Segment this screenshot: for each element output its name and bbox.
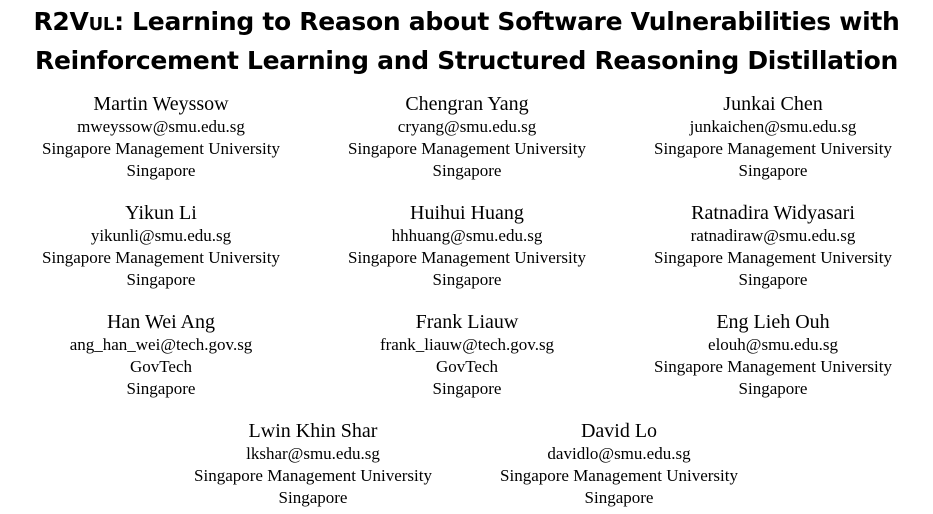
author-block: Martin Weyssow mweyssow@smu.edu.sg Singa… (6, 92, 316, 182)
paper-title-line-1: R2VUL: Learning to Reason about Software… (0, 4, 933, 43)
title-brand-first: R2V (33, 7, 89, 36)
author-email[interactable]: junkaichen@smu.edu.sg (689, 117, 857, 136)
author-email[interactable]: hhhuang@smu.edu.sg (391, 226, 543, 245)
author-affiliation: Singapore Management University (500, 466, 738, 485)
author-name: Eng Lieh Ouh (716, 311, 830, 333)
author-country: Singapore (278, 488, 348, 507)
author-block: Huihui Huang hhhuang@smu.edu.sg Singapor… (312, 201, 622, 291)
author-email[interactable]: frank_liauw@tech.gov.sg (379, 335, 555, 354)
author-country: Singapore (738, 161, 808, 180)
author-email[interactable]: yikunli@smu.edu.sg (90, 226, 232, 245)
author-email[interactable]: lkshar@smu.edu.sg (246, 444, 380, 463)
author-name: Lwin Khin Shar (248, 420, 378, 442)
author-name: Chengran Yang (405, 93, 529, 115)
author-affiliation: GovTech (435, 357, 499, 376)
author-block: Yikun Li yikunli@smu.edu.sg Singapore Ma… (6, 201, 316, 291)
author-block: Han Wei Ang ang_han_wei@tech.gov.sg GovT… (6, 310, 316, 400)
author-affiliation: Singapore Management University (348, 139, 586, 158)
author-block: David Lo davidlo@smu.edu.sg Singapore Ma… (464, 419, 774, 509)
author-affiliation: GovTech (129, 357, 193, 376)
author-email[interactable]: davidlo@smu.edu.sg (547, 444, 691, 463)
author-affiliation: Singapore Management University (348, 248, 586, 267)
author-block: Eng Lieh Ouh elouh@smu.edu.sg Singapore … (618, 310, 928, 400)
author-affiliation: Singapore Management University (42, 139, 280, 158)
paper-title: R2VUL: Learning to Reason about Software… (0, 4, 933, 79)
author-name: Huihui Huang (410, 202, 524, 224)
author-affiliation: Singapore Management University (654, 357, 892, 376)
title-line-1-rest: : Learning to Reason about Software Vuln… (114, 7, 900, 36)
author-name: Ratnadira Widyasari (691, 202, 855, 224)
author-email[interactable]: cryang@smu.edu.sg (397, 117, 537, 136)
author-email[interactable]: elouh@smu.edu.sg (708, 335, 838, 354)
author-name: Han Wei Ang (106, 311, 215, 333)
author-country: Singapore (432, 379, 502, 398)
author-country: Singapore (584, 488, 654, 507)
author-name: Frank Liauw (415, 311, 519, 333)
author-affiliation: Singapore Management University (42, 248, 280, 267)
author-country: Singapore (126, 379, 196, 398)
title-brand-rest: UL (88, 14, 115, 35)
author-email[interactable]: ratnadiraw@smu.edu.sg (690, 226, 856, 245)
author-email[interactable]: mweyssow@smu.edu.sg (77, 117, 245, 136)
author-name: Yikun Li (125, 202, 197, 224)
author-email[interactable]: ang_han_wei@tech.gov.sg (69, 335, 253, 354)
author-name: David Lo (580, 420, 658, 442)
author-affiliation: Singapore Management University (654, 139, 892, 158)
author-name: Junkai Chen (723, 93, 823, 115)
author-block: Ratnadira Widyasari ratnadiraw@smu.edu.s… (618, 201, 928, 291)
author-country: Singapore (432, 161, 502, 180)
author-block: Junkai Chen junkaichen@smu.edu.sg Singap… (618, 92, 928, 182)
author-block: Lwin Khin Shar lkshar@smu.edu.sg Singapo… (158, 419, 468, 509)
paper-title-line-2: Reinforcement Learning and Structured Re… (35, 46, 898, 75)
author-country: Singapore (126, 270, 196, 289)
author-affiliation: Singapore Management University (654, 248, 892, 267)
author-block: Frank Liauw frank_liauw@tech.gov.sg GovT… (312, 310, 622, 400)
author-affiliation: Singapore Management University (194, 466, 432, 485)
author-block: Chengran Yang cryang@smu.edu.sg Singapor… (312, 92, 622, 182)
author-country: Singapore (738, 379, 808, 398)
author-country: Singapore (126, 161, 196, 180)
author-name: Martin Weyssow (93, 93, 229, 115)
author-country: Singapore (738, 270, 808, 289)
author-country: Singapore (432, 270, 502, 289)
